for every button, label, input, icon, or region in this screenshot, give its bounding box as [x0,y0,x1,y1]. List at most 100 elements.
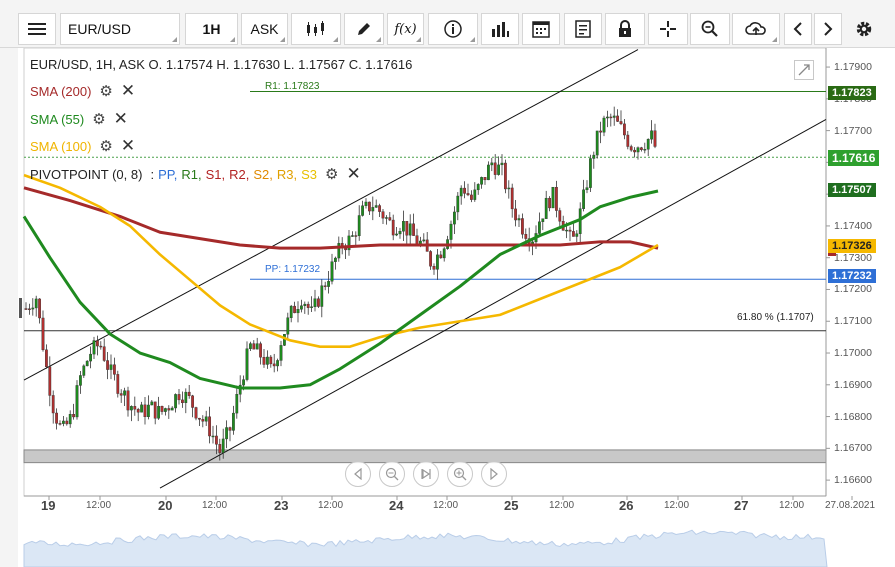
candle-body [453,211,456,225]
channel-upper-line [23,49,639,381]
pivot-label: PIVOTPOINT (0, 8) [30,166,143,182]
candle-body [235,394,239,414]
candle-body [364,201,368,206]
y-tick-label: 1.17200 [834,283,872,296]
candle-body [555,186,558,211]
draw-tools-button[interactable] [344,13,384,45]
indicator-sma55: SMA (55) ⚙ ✕ [30,109,128,129]
x-tick-label: 27 [734,498,749,513]
candle-body [204,416,208,422]
candle-body [582,189,586,209]
candle-body [218,444,222,453]
gear-icon[interactable]: ⚙ [99,83,113,100]
chart-type-button[interactable] [291,13,341,45]
candle-body [72,414,76,418]
price-chart[interactable]: EUR/USD, 1H, ASK O. 1.17574 H. 1.17630 L… [0,48,895,567]
candle-body [544,197,548,219]
candle-body [279,345,283,361]
candle-body [619,121,623,125]
candle-body [330,261,334,282]
candle-body [510,187,514,210]
hamburger-menu-button[interactable] [18,13,56,45]
sma55-price-tag: 1.17507 [828,183,876,197]
nav-prev-button[interactable] [345,461,371,487]
close-icon[interactable]: ✕ [120,136,136,155]
candle-body [650,130,654,140]
nav-zoom-in-button[interactable] [447,461,473,487]
candle-body [136,409,140,413]
x-tick-label: 12:00 [202,500,228,511]
y-tick-label: 1.17400 [834,219,872,232]
calendar-button[interactable] [522,13,560,45]
gear-icon[interactable]: ⚙ [325,166,339,183]
symbol-selector[interactable]: EUR/USD [60,13,180,45]
nav-zoom-out-button[interactable] [379,461,405,487]
candle-body [422,239,426,242]
candle-body [62,420,65,424]
scroll-right-button[interactable] [814,13,842,45]
candle-body [391,219,395,236]
nav-next-button[interactable] [481,461,507,487]
candle-body [140,404,143,413]
price-type-selector[interactable]: ASK [241,13,288,45]
lock-button[interactable] [605,13,645,45]
chart-canvas[interactable] [0,48,895,567]
x-tick-label: 26 [619,498,634,513]
gear-icon[interactable]: ⚙ [92,111,106,128]
zoom-button[interactable] [690,13,730,45]
y-tick-label: 1.16700 [834,442,872,455]
candle-body [262,357,266,365]
expand-button[interactable] [794,60,814,80]
candle-body [167,408,171,411]
candle-body [194,407,198,419]
close-icon[interactable]: ✕ [346,164,361,183]
y-tick-label: 1.17900 [834,61,872,74]
reset-icon [421,468,431,480]
candle-body [28,308,31,310]
info-button[interactable] [428,13,478,45]
candle-body [629,146,633,151]
pivot-item: S3 [301,166,317,182]
scroll-left-button[interactable] [784,13,812,45]
crosshair-button[interactable] [648,13,688,45]
candle-body [41,317,45,351]
export-button[interactable] [732,13,780,45]
candle-body [646,138,650,150]
x-tick-label: 12:00 [86,500,112,511]
candle-body [643,149,647,151]
settings-button[interactable] [848,13,880,45]
y-tick-label: 1.17000 [834,347,872,360]
candle-body [65,420,69,425]
candle-body [269,356,273,365]
candle-body [504,162,507,190]
r1-line-label: R1: 1.17823 [265,81,320,92]
volume-button[interactable] [481,13,519,45]
indicator-sma200-label: SMA (200) [30,83,92,99]
candle-body [109,364,113,370]
indicator-sma100-label: SMA (100) [30,138,92,154]
close-icon[interactable]: ✕ [113,109,128,128]
candle-body [286,317,290,335]
gear-icon[interactable]: ⚙ [99,138,113,155]
notes-button[interactable] [564,13,602,45]
candle-body [429,251,432,267]
candle-body [623,123,626,136]
timeframe-selector[interactable]: 1H [185,13,238,45]
indicator-sma100: SMA (100) ⚙ ✕ [30,136,135,156]
candle-body [517,218,521,221]
candle-body [252,343,256,350]
candle-body [266,356,269,365]
candle-body [602,117,606,133]
pivot-item: S2, [253,166,273,182]
close-icon[interactable]: ✕ [120,81,136,100]
candle-body [153,401,157,419]
indicators-button[interactable]: f(x) [387,13,424,45]
y-tick-label: 1.16900 [834,378,872,391]
candle-body [24,308,28,310]
candle-body [283,334,286,346]
nav-reset-button[interactable] [413,461,439,487]
candle-body [75,385,79,418]
symbol-value: EUR/USD [68,21,132,37]
candle-body [310,306,313,308]
pen-icon [358,23,370,35]
